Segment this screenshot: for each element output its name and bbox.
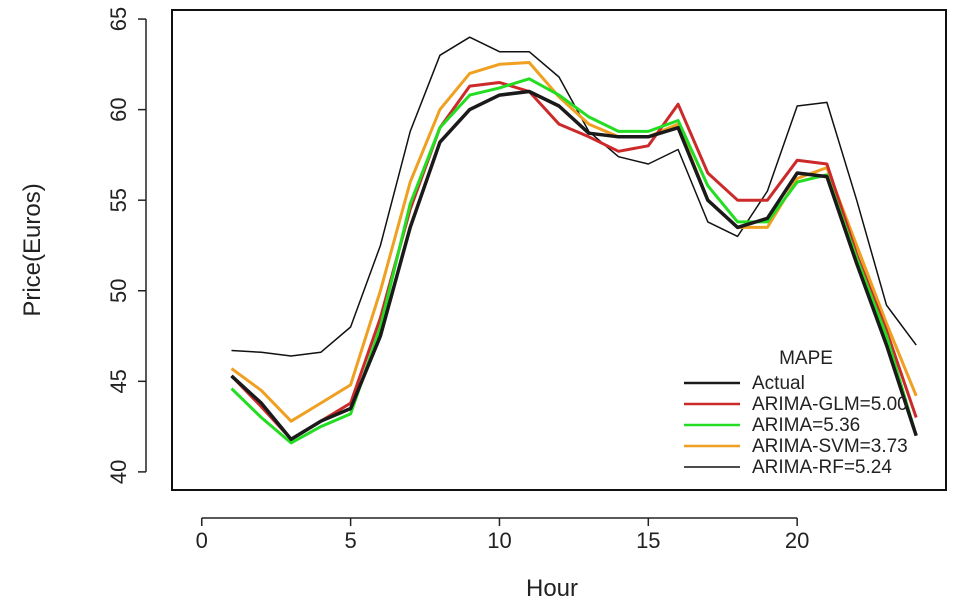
series-line-actual: [230, 89, 918, 442]
legend-label: Actual: [752, 373, 805, 394]
legend-label: ARIMA-GLM=5.00: [752, 394, 908, 415]
y-axis-title: Price(Euros): [19, 183, 46, 316]
series-lines: [230, 36, 918, 445]
x-tick-label: 5: [344, 528, 356, 553]
y-tick-label: 50: [106, 279, 131, 303]
y-tick-label: 55: [106, 188, 131, 212]
series-line-arima-svm-3-73: [230, 61, 918, 423]
x-tick-label: 15: [636, 528, 660, 553]
y-tick-label: 40: [106, 460, 131, 484]
legend-label: ARIMA-SVM=3.73: [752, 436, 908, 457]
legend-label: ARIMA-RF=5.24: [752, 457, 892, 478]
x-axis-title: Hour: [526, 575, 578, 602]
y-tick-label: 65: [106, 7, 131, 31]
x-tick-label: 0: [196, 528, 208, 553]
x-tick-label: 20: [785, 528, 809, 553]
legend: MAPE ActualARIMA-GLM=5.00ARIMA=5.36ARIMA…: [684, 348, 908, 478]
series-line-arima-5-36: [230, 77, 918, 445]
series-line-arima-glm-5-00: [230, 81, 918, 441]
axis-ticks: 0 5 10 15 20 40 45 50 55 60 65: [106, 7, 809, 553]
x-tick-label: 10: [487, 528, 511, 553]
y-tick-label: 45: [106, 369, 131, 393]
y-tick-label: 60: [106, 97, 131, 121]
legend-label: ARIMA=5.36: [752, 415, 860, 436]
plot-frame: [171, 9, 947, 491]
series-line-arima-rf-5-24: [231, 36, 917, 357]
legend-title: MAPE: [779, 348, 833, 369]
